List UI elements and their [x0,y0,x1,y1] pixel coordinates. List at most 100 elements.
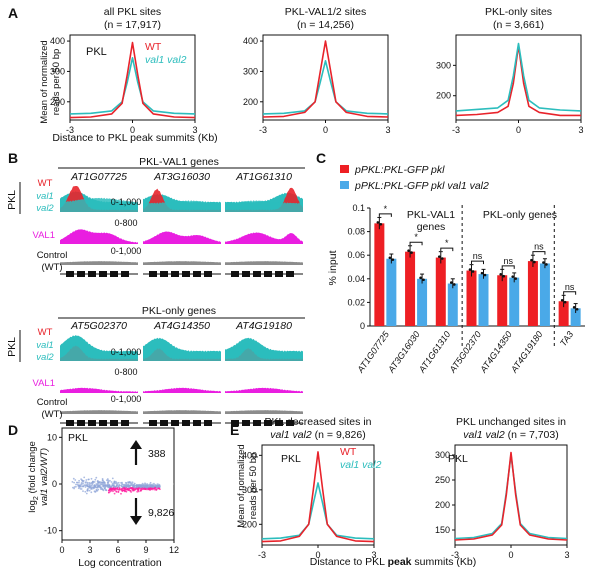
d-point [83,476,86,479]
A1-series-wt [69,41,196,119]
panel-b-section2: PKL-only genes [142,305,216,317]
c-dot [407,249,410,253]
panel-c-bar-chart: 00.020.040.060.080.1 *AT1G07725*AT3G16030… [347,203,585,375]
gene-model-AT4G14350-exon [171,420,179,426]
control-track-AT5G02370 [60,410,138,414]
d-point [120,492,122,495]
panel-c-legend1: pPKL:PKL-GFP pkl [354,164,445,176]
E2-title-2: val1 val2 (n = 7,703) [463,429,558,441]
gene-label-AT1G07725: AT1G07725 [70,171,127,183]
panel-e-legend-mut: val1 val2 [340,459,382,471]
d-xtick-label: 9 [143,545,148,555]
panel-a-legend-protein: PKL [86,46,107,58]
A3-xtick-label: 0 [516,125,521,135]
panel-b-control-label-1: Control [37,250,68,261]
d-point [115,480,117,483]
panel-e-protein-1: PKL [281,453,301,465]
A2-xtick-label: -3 [259,125,267,135]
d-point [132,484,135,487]
d-point [78,481,80,484]
control-track-AT1G07725 [60,261,138,265]
A2-series-mut [262,60,389,115]
d-point [113,488,116,490]
E1-xtick-label: 3 [371,550,376,560]
E2-series-wt [454,451,568,541]
control-track-AT3G16030 [143,261,221,265]
panel-b-range-ctrl-1: 0-1,000 [111,246,142,256]
panel-c-ylabel: % input [327,250,339,285]
A2-ytick-label: 300 [243,66,258,76]
c-bar-val-AT4G14350 [509,277,520,326]
panel-e-protein-2: PKL [448,453,468,465]
d-point [148,488,150,491]
panel-c-letter: C [316,150,326,166]
E1-series-wt [261,451,375,543]
gene-model-AT5G02370-exon [121,420,129,426]
d-point [136,490,139,493]
d-point [158,487,161,490]
c-bar-pkl-TA3 [558,301,569,326]
d-point [82,490,84,492]
panel-e-legend-wt: WT [340,446,357,458]
d-point [139,489,142,492]
d-point [117,491,120,493]
panel-b-val2-label-1: val2 [36,203,54,214]
panel-e-chart-unchanged: 150 200 250 300 -3 0 3 PKL unchanged sites inva… [435,416,570,560]
panel-c-group2: PKL-only genes [483,209,557,221]
c-sig-bracket-AT5G02370 [471,260,484,265]
panel-a-xlabel: Distance to PKL peak summits (Kb) [52,132,217,144]
c-category-AT4G19180: AT4G19180 [508,329,544,375]
panel-b-range-val1-1: 0-800 [114,218,137,228]
A1-series-mut [69,57,196,115]
d-point [154,488,156,491]
d-point [86,481,89,484]
panel-e-ylabel-line1: Mean of normalized [236,444,247,527]
gene-model-AT3G16030-exon [204,271,212,277]
E1-title-1: PKL decreased sites in [264,416,371,428]
d-point [73,486,76,488]
panel-e-letter: E [230,422,239,438]
panel-c-group1: PKL-VAL1 [407,209,455,221]
c-dot [542,261,545,264]
A2-xtick-label: 3 [385,125,390,135]
gene-model-AT1G61310-exon [253,271,261,277]
panel-a-ylabel-line2: reads per 50 bp [51,49,62,116]
d-point [145,488,147,490]
gene-model-AT5G02370-exon [77,420,85,426]
panel-a-legend-wt: WT [145,41,162,53]
d-point [136,488,139,490]
gene-model-AT4G19180-exon [253,420,261,426]
d-point [77,485,80,487]
d-point [123,489,126,492]
c-bar-val-AT1G61310 [447,283,458,326]
panel-d-protein: PKL [68,432,88,444]
d-point [71,481,74,483]
d-point [90,491,93,494]
A1-xtick-label: 3 [192,125,197,135]
gene-model-AT1G61310-exon [264,271,272,277]
d-point [138,483,141,486]
c-sig-bracket-AT4G14350 [501,265,515,269]
gene-model-AT1G07725-exon [121,271,129,277]
d-point [94,491,97,493]
d-xtick-label: 0 [59,545,64,555]
panel-d-down-arrow [130,498,142,525]
d-point [125,482,128,485]
A1-title-1: all PKL sites [104,6,161,18]
d-point [90,488,92,490]
c-dot [410,251,413,254]
d-point [99,486,102,489]
c-sig-label-TA3: ns [565,282,575,292]
d-point [112,484,115,487]
d-point [113,492,116,495]
d-point [148,486,151,488]
d-point [107,484,110,487]
c-dot [563,300,567,304]
panel-b-wt-label-1: WT [38,178,53,189]
gene-model-AT3G16030-exon [182,271,190,277]
gene-model-AT1G61310-exon [231,271,239,277]
panel-b-pkl-label-2: PKL [6,337,18,357]
c-bar-pkl-AT1G61310 [435,257,446,326]
d-point [154,484,157,486]
gene-model-AT4G19180-exon [242,420,250,426]
